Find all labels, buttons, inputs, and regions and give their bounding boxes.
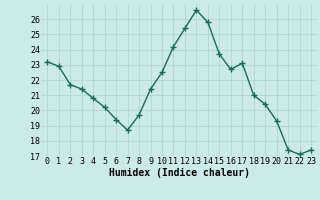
X-axis label: Humidex (Indice chaleur): Humidex (Indice chaleur) <box>109 168 250 178</box>
